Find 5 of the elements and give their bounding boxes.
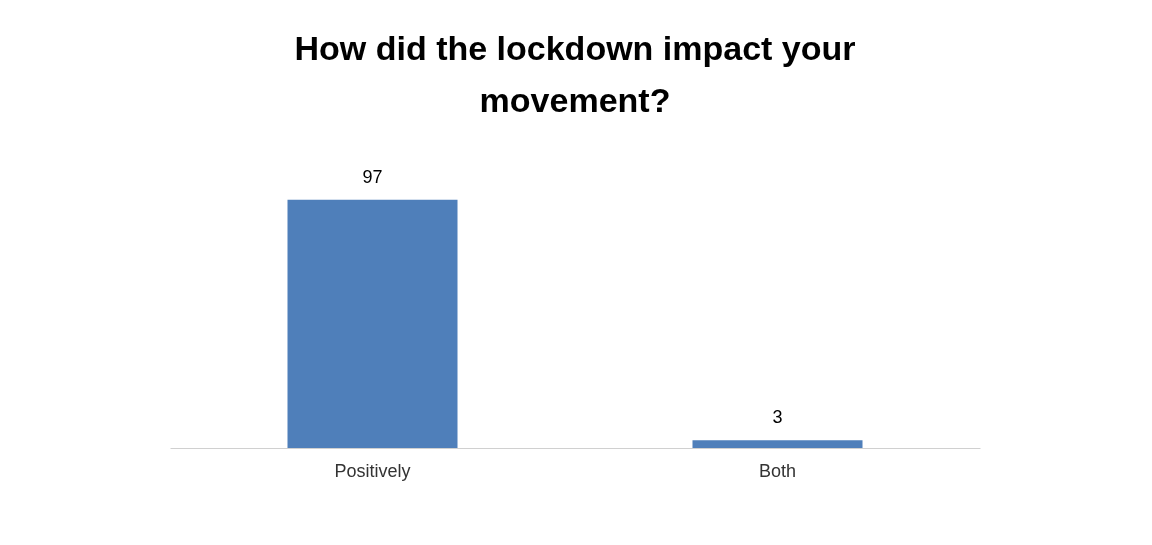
- data-label: 97: [362, 166, 383, 187]
- chart-title: How did the lockdown impact your movement?: [294, 28, 856, 119]
- data-label: 3: [772, 407, 783, 428]
- x-tick-label: Both: [758, 460, 797, 481]
- x-tick-label: Positively: [334, 460, 411, 481]
